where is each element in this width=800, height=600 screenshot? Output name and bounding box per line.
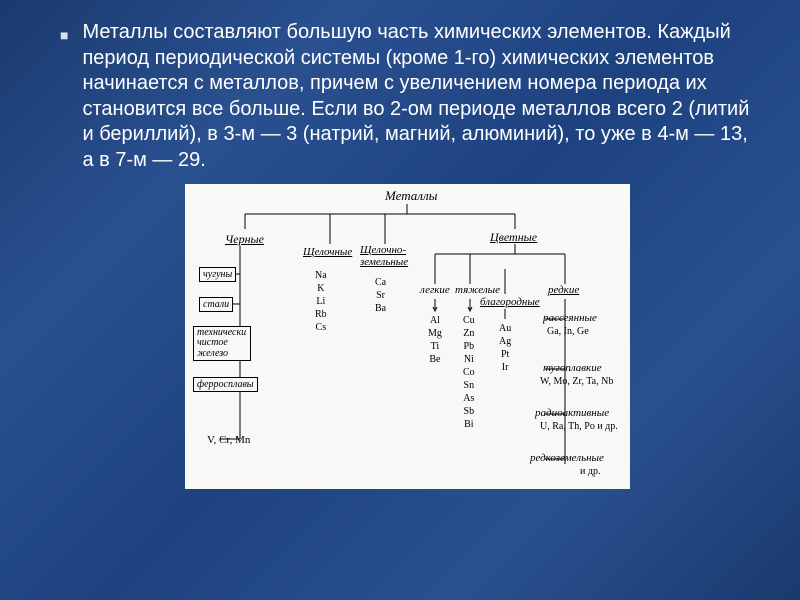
rare-1e: Ga, In, Ge bbox=[547, 326, 589, 337]
slide-content: ■ Металлы составляют большую часть химич… bbox=[0, 0, 800, 499]
paragraph-text: Металлы составляют большую часть химичес… bbox=[82, 20, 755, 174]
rare-2: тугоплавкие bbox=[543, 362, 602, 374]
sub-alkearth: Щелочно-земельные bbox=[360, 244, 420, 268]
rare-4: редкоземельные bbox=[530, 452, 604, 464]
rare-2e: W, Mo, Zr, Ta, Nb bbox=[540, 376, 613, 387]
black-item-5: V, Cr, Mn bbox=[207, 434, 250, 446]
black-item-3: технически чистое железо bbox=[193, 326, 251, 362]
light-elems: Al Mg Ti Be bbox=[428, 314, 442, 366]
branch-black: Черные bbox=[225, 232, 264, 247]
black-item-1: чугуны bbox=[199, 267, 236, 282]
rare-3e: U, Ra, Th, Po и др. bbox=[540, 421, 618, 432]
sub-alkali: Щелочные bbox=[303, 246, 352, 258]
metals-diagram: Металлы Черные Цветные Щелочные Щелочно-… bbox=[185, 184, 630, 489]
root-label: Металлы bbox=[385, 188, 437, 204]
alkali-elems: Na K Li Rb Cs bbox=[315, 269, 327, 334]
black-item-4: ферросплавы bbox=[193, 377, 258, 392]
rare-1: рассеянные bbox=[543, 312, 597, 324]
black-item-2: стали bbox=[199, 297, 233, 312]
bullet-marker: ■ bbox=[60, 27, 68, 43]
heavy-elems: Cu Zn Pb Ni Co Sn As Sb Bi bbox=[463, 314, 475, 431]
light-label: легкие bbox=[420, 284, 450, 296]
branch-color: Цветные bbox=[490, 230, 537, 245]
rare-4e: и др. bbox=[580, 466, 600, 477]
noble-label: благородные bbox=[480, 296, 540, 308]
bullet-item: ■ Металлы составляют большую часть химич… bbox=[60, 20, 755, 174]
noble-elems: Au Ag Pt Ir bbox=[499, 322, 511, 374]
heavy-label: тяжелые bbox=[455, 284, 500, 296]
rare-3: радиоактивные bbox=[535, 407, 609, 419]
alkearth-elems: Ca Sr Ba bbox=[375, 276, 386, 315]
rare-label: редкие bbox=[548, 284, 579, 296]
